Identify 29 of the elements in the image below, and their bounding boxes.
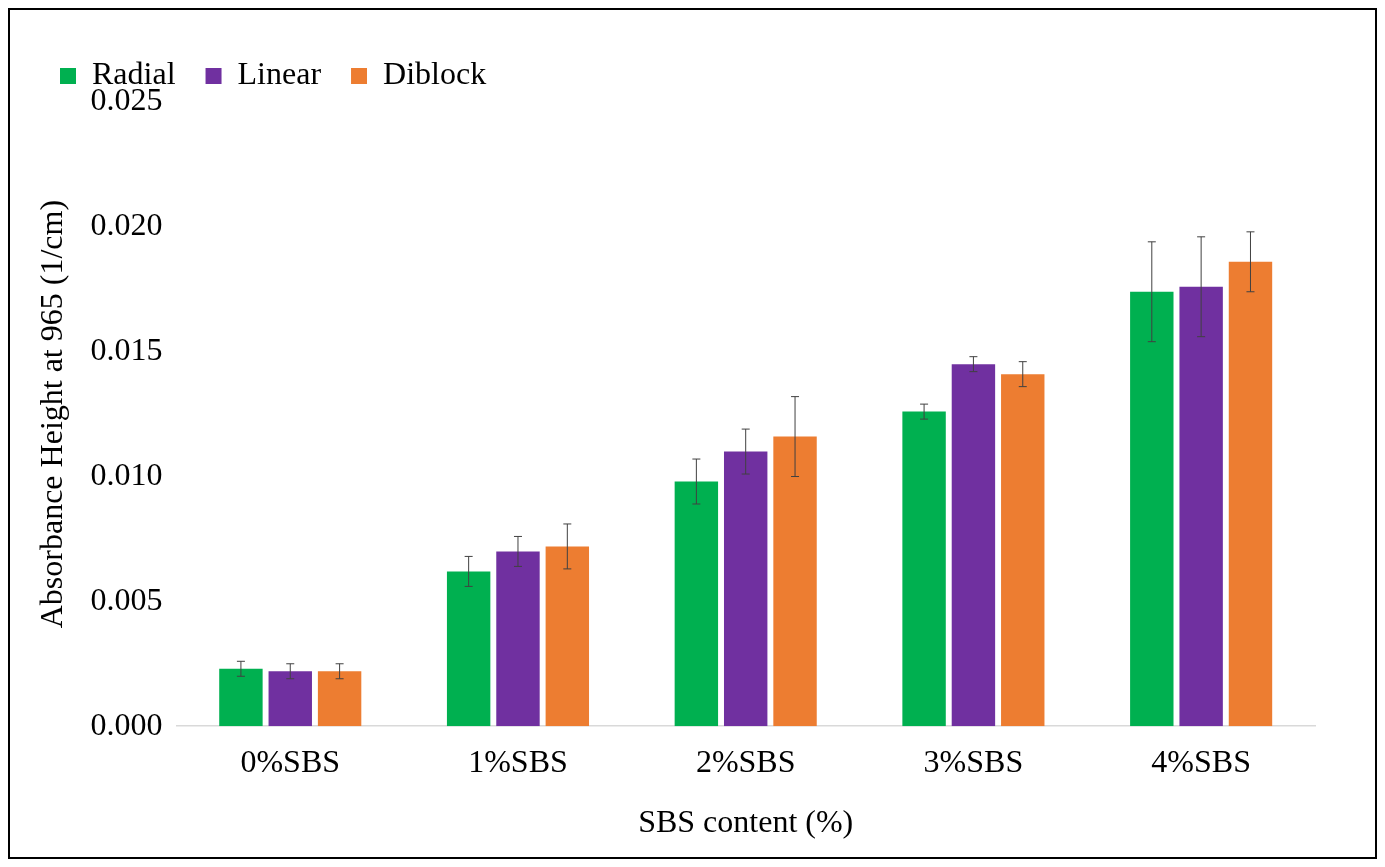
bar — [674, 481, 719, 727]
y-tick-label: 0.010 — [90, 455, 163, 492]
bar — [1228, 261, 1273, 727]
y-tick-label: 0.020 — [90, 206, 163, 243]
y-axis-title: Absorbance Height at 965 (1/cm) — [32, 199, 69, 629]
bar — [1179, 286, 1223, 727]
bar — [1130, 291, 1174, 727]
y-tick-label: 0.000 — [90, 705, 163, 742]
x-axis-title: SBS content (%) — [638, 803, 854, 840]
x-tick-label: 4%SBS — [1151, 742, 1251, 779]
bar — [1001, 374, 1045, 727]
y-tick-label: 0.015 — [90, 331, 163, 368]
bar — [496, 551, 540, 727]
legend-label: Linear — [237, 55, 322, 92]
bar — [723, 451, 768, 727]
x-tick-label: 1%SBS — [468, 742, 568, 779]
x-tick-label: 0%SBS — [240, 742, 341, 779]
bar — [951, 364, 996, 727]
bar — [545, 546, 590, 727]
bar — [219, 668, 263, 727]
bar — [268, 671, 312, 727]
bar — [773, 436, 817, 727]
bar — [446, 571, 491, 727]
x-tick-label: 3%SBS — [923, 742, 1024, 779]
legend-label: Diblock — [383, 55, 487, 92]
bar — [317, 671, 362, 727]
bar — [902, 411, 946, 727]
x-tick-label: 2%SBS — [695, 742, 796, 779]
y-tick-label: 0.005 — [90, 580, 163, 617]
